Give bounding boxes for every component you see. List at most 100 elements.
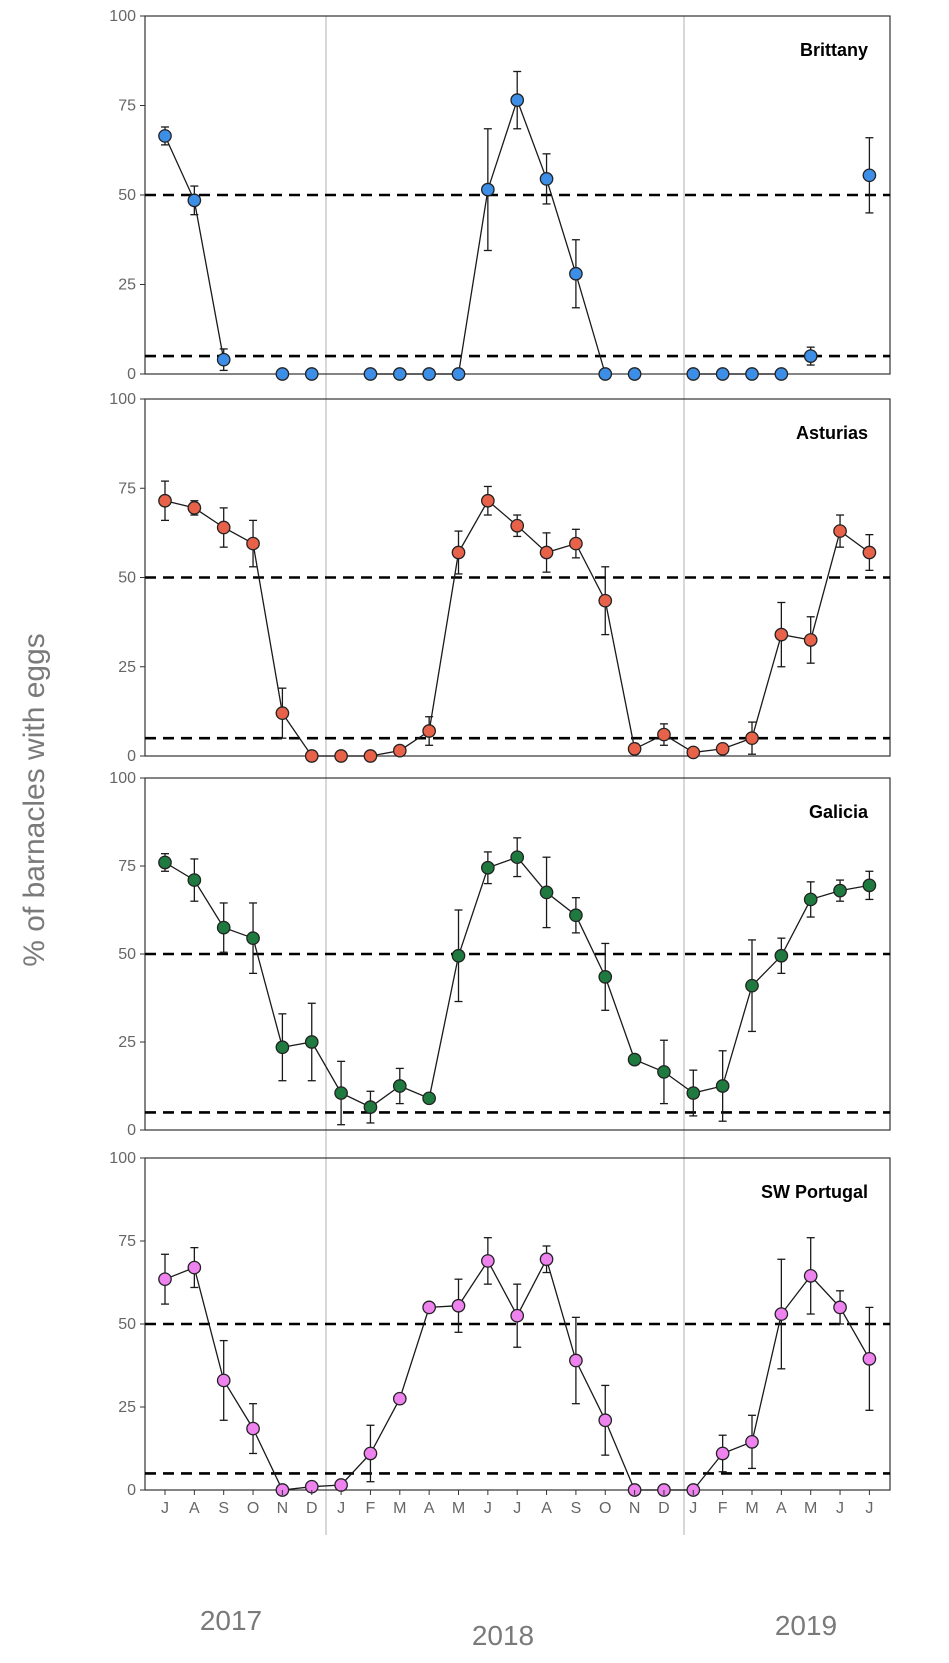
data-point [334,1478,348,1492]
data-point [539,1252,554,1267]
data-point [715,1079,730,1093]
data-point [803,349,818,363]
data-point [363,367,378,381]
data-point [304,749,319,763]
data-point [246,931,260,946]
data-point [745,1435,759,1449]
x-tick-label: F [718,1500,728,1517]
chart-panels: 0 25 50 75 100 Brittany 0 25 50 75 100 Asturias 0 25 5… [109,8,891,1499]
data-point [569,536,583,551]
data-point [598,593,613,608]
y-tick-label: 50 [118,1316,136,1333]
y-tick-label: 75 [118,858,136,875]
data-point [745,367,759,381]
data-point [803,633,818,647]
data-point [246,536,260,551]
y-tick-label: 75 [118,98,136,115]
x-tick-label: S [218,1500,229,1517]
data-point [451,948,466,963]
data-point [833,1300,847,1315]
data-point [862,168,877,183]
region-label: Asturias [796,423,868,443]
data-point [657,1065,671,1079]
data-point [451,367,466,381]
data-point [539,545,554,560]
data-point [158,493,172,508]
data-point [539,885,554,900]
data-point [480,182,495,197]
y-tick-label: 25 [118,277,136,294]
data-point [774,627,789,642]
data-point [627,367,642,381]
data-point [451,545,466,560]
data-point [569,908,583,923]
y-tick-label: 0 [127,1122,136,1139]
y-tick-label: 25 [118,659,136,676]
data-point [187,193,202,208]
panel-asturias: 0 25 50 75 100 Asturias [109,391,891,765]
data-point [216,920,231,935]
data-point [363,749,378,763]
data-point [216,352,231,367]
region-label: Brittany [800,40,868,60]
y-tick-label: 0 [127,1482,136,1499]
data-point [158,1272,172,1287]
data-point [392,367,407,381]
data-point [627,1052,642,1067]
data-point [745,978,759,993]
x-tick-label: O [247,1500,259,1517]
x-tick-label: J [337,1500,345,1517]
y-tick-label: 100 [109,1150,136,1167]
y-tick-label: 0 [127,366,136,383]
data-point [657,727,671,742]
data-point [158,129,172,143]
y-tick-label: 100 [109,770,136,787]
data-point [686,745,701,760]
data-point [862,1352,877,1366]
data-point [774,367,789,381]
data-point [334,1086,348,1100]
data-point [598,367,613,381]
data-point [334,749,348,763]
year-label: 2018 [472,1620,534,1651]
y-tick-label: 25 [118,1399,136,1416]
data-point [539,172,554,186]
data-point [862,878,877,893]
y-axis-label: % of barnacles with eggs [18,633,51,967]
data-point [422,1300,436,1315]
x-tick-label: J [161,1500,169,1517]
data-point [598,1413,613,1428]
data-point [392,1079,407,1093]
y-tick-label: 0 [127,748,136,765]
panel-brittany: 0 25 50 75 100 Brittany [109,8,891,383]
data-point [216,1373,231,1388]
data-point [715,367,730,381]
data-point [686,1086,701,1100]
data-point [275,1040,290,1055]
panel-sw-portugal: 0 25 50 75 100 SW Portugal [109,1150,891,1499]
data-point [774,1307,789,1321]
data-point [510,518,525,533]
y-tick-label: 100 [109,8,136,25]
y-tick-label: 50 [118,187,136,204]
data-point [569,1353,583,1368]
x-tick-label: D [306,1500,318,1517]
series-line [164,135,225,360]
data-point [275,367,290,381]
data-point [715,742,730,756]
x-tick-label: S [571,1500,582,1517]
data-point [422,724,436,738]
data-point [392,743,407,758]
year-dividers [325,16,685,1535]
data-point [510,850,525,865]
data-point [510,1308,525,1323]
x-tick-label: M [745,1500,758,1517]
data-point [598,970,613,984]
x-tick-label: D [658,1500,670,1517]
data-point [422,1091,436,1106]
y-tick-label: 75 [118,480,136,497]
data-point [833,524,847,538]
data-point [246,1421,260,1436]
y-tick-label: 50 [118,946,136,963]
